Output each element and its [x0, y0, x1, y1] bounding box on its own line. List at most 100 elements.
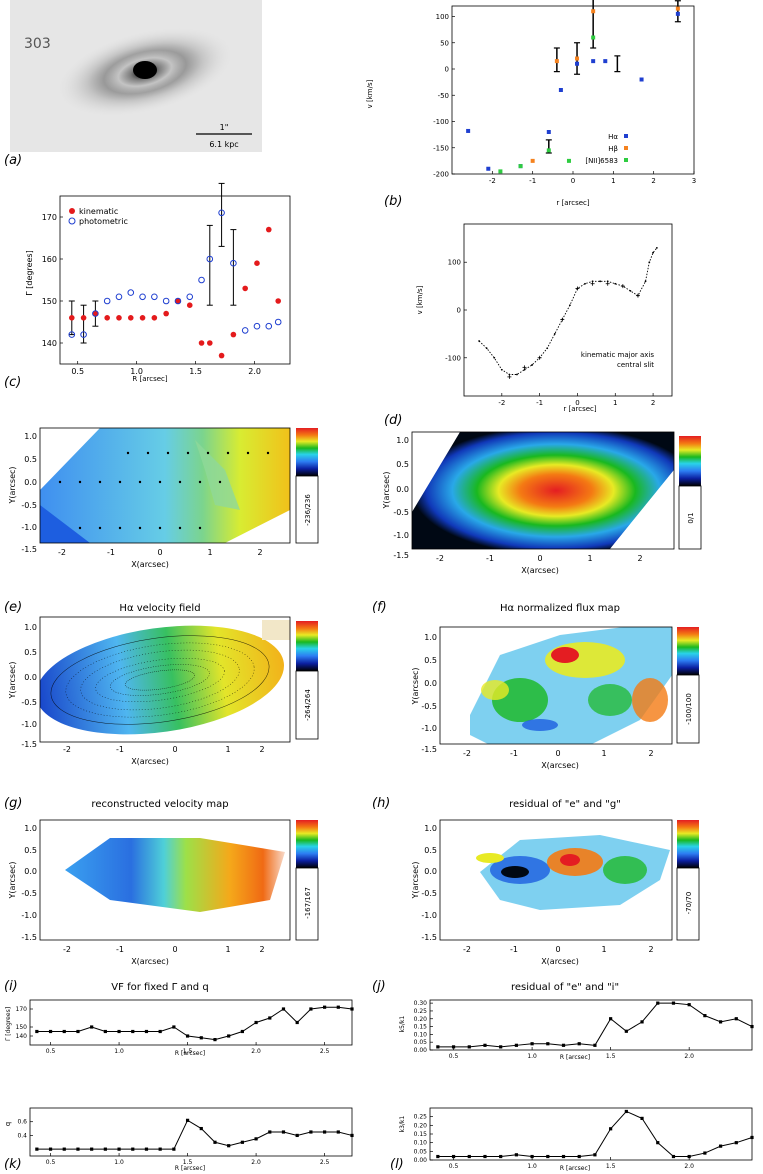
l-series-point: [436, 1045, 440, 1049]
j-x-ticks: -2 -1 0 1 2: [463, 945, 654, 954]
panel-label-d: (d): [384, 413, 402, 428]
c-kinematic-point: [116, 315, 122, 321]
svg-text:-1: -1: [107, 548, 115, 557]
g-colorbar: [296, 621, 318, 671]
k-series-point: [48, 1029, 53, 1034]
c-kinematic-point: [104, 315, 110, 321]
d-xlabel: r [arcsec]: [563, 405, 596, 413]
c-ylabel: Γ [degrees]: [25, 250, 34, 295]
d-major-axis-point: [493, 356, 496, 359]
scale-bar-bottom-label: 6.1 kpc: [209, 140, 238, 149]
g-colorbar-label: -264/264: [304, 689, 312, 721]
l-ytick-label: 0.30: [414, 1000, 428, 1007]
l-ytick-label: 0.20: [414, 1016, 428, 1023]
c-photometric-point: [241, 327, 249, 334]
panel-h: -100/100 1.0 0.5 0.0 -0.5 -1.0 -1.5 -2 -1 0 1 2 X…: [372, 626, 700, 811]
panel-label-f: (f): [372, 600, 387, 615]
d-ytick-label: -100: [445, 354, 461, 362]
svg-text:2: 2: [259, 945, 264, 954]
e-map-image: [40, 428, 290, 543]
k2-series-point: [117, 1147, 121, 1151]
k-series-point: [35, 1029, 39, 1034]
k2-series-point: [48, 1147, 53, 1151]
i-axis-ticks: 1.0 0.5 0.0 -0.5 -1.0 -1.5: [21, 824, 37, 942]
b-point: [591, 9, 596, 14]
d-legend-2: central slit: [617, 361, 654, 369]
svg-text:-2: -2: [63, 945, 71, 954]
k-series-point: [336, 1005, 340, 1009]
svg-text:0: 0: [172, 945, 177, 954]
d-major-axis-point: [584, 282, 586, 285]
l2-series-point: [483, 1154, 487, 1159]
d-major-axis-point: [546, 347, 549, 350]
c-xtick-label: 1.0: [130, 367, 143, 376]
c-photometric-point: [218, 209, 225, 217]
e-colorbar-label: -236/236: [304, 494, 312, 526]
k-ylabel: Γ [degrees]: [5, 1007, 12, 1041]
h-xlabel: X(arcsec): [541, 761, 579, 770]
c-photometric-point: [115, 293, 123, 301]
svg-text:-1.0: -1.0: [21, 911, 37, 920]
k2-series-point: [199, 1126, 203, 1131]
k-series-point: [131, 1029, 135, 1034]
f-xlabel: X(arcsec): [521, 566, 559, 575]
i-x-ticks: -2 -1 0 1 2: [63, 945, 265, 954]
c-legend-marker-2: [68, 217, 76, 225]
b-point: [530, 158, 535, 163]
i-ylabel: Y(arcsec): [8, 861, 17, 899]
k-xtick-label: 1.0: [114, 1048, 124, 1055]
svg-text:-0.5: -0.5: [21, 889, 37, 898]
panel-label-b: (b): [384, 194, 402, 209]
c-photometric-point: [151, 293, 158, 301]
l-series-point: [656, 1001, 660, 1005]
svg-text:-1: -1: [116, 945, 124, 954]
l-series-point: [671, 1001, 676, 1005]
g-title: reconstructed velocity map: [91, 799, 228, 810]
c-photometric-point: [186, 293, 194, 301]
g-xlabel: X(arcsec): [131, 757, 169, 766]
f-title: Hα normalized flux map: [500, 603, 620, 614]
d-major-axis-point: [652, 251, 654, 254]
svg-text:1: 1: [601, 749, 606, 758]
l2-series-point: [624, 1109, 628, 1114]
k-series-point: [172, 1025, 176, 1029]
i-map-image: [65, 838, 285, 912]
k-xtick-label: 1.5: [183, 1048, 193, 1055]
svg-text:-1.5: -1.5: [21, 545, 37, 554]
k-series-point: [227, 1034, 231, 1038]
l-series-point: [750, 1024, 754, 1029]
c-kinematic-point: [127, 315, 134, 321]
l2-series-point: [577, 1154, 581, 1159]
panel-j: -70/70 1.0 0.5 0.0 -0.5 -1.0 -1.5 -2 -1 0 1 2 X(a…: [372, 819, 700, 994]
k-series-point: [158, 1029, 162, 1034]
chart-l2: 0.5 1.0 1.5 2.0 0.250.20 0.15 0.100.05 0.00: [414, 1107, 754, 1170]
b-xtick-label: -2: [489, 177, 496, 185]
l2-series-point: [561, 1154, 566, 1159]
l-series-point: [577, 1042, 581, 1046]
b-point: [603, 59, 608, 64]
svg-text:-1.0: -1.0: [421, 724, 437, 733]
object-id-label: 303: [24, 36, 51, 52]
b-point: [546, 148, 551, 153]
k-ytick-label: 140: [16, 1033, 28, 1040]
l-series-point: [687, 1003, 691, 1007]
b-ytick-label: -200: [433, 171, 449, 179]
b-legend-1: Hα: [608, 133, 618, 141]
b-point: [639, 77, 644, 82]
svg-text:-1: -1: [510, 945, 518, 954]
k2-series-point: [336, 1130, 340, 1134]
c-kinematic-point: [242, 285, 248, 292]
k-series-point: [185, 1034, 190, 1038]
l2-series-line: [437, 1110, 753, 1158]
chart-c: 0.5 1.0 1.5 2.0 170 160 150 140: [42, 182, 291, 376]
d-major-axis-point: [485, 347, 488, 350]
l2-xtick-label: 1.0: [527, 1163, 537, 1170]
k2-series-point: [281, 1130, 286, 1134]
d-major-axis-point: [591, 280, 594, 283]
k2-ytick-label: 0.4: [17, 1132, 27, 1139]
svg-text:1.0: 1.0: [24, 623, 37, 632]
i-colorbar: [296, 820, 318, 868]
svg-text:-0.5: -0.5: [393, 508, 409, 517]
f-colorbar: [679, 436, 701, 486]
c-xtick-label: 1.5: [189, 367, 202, 376]
